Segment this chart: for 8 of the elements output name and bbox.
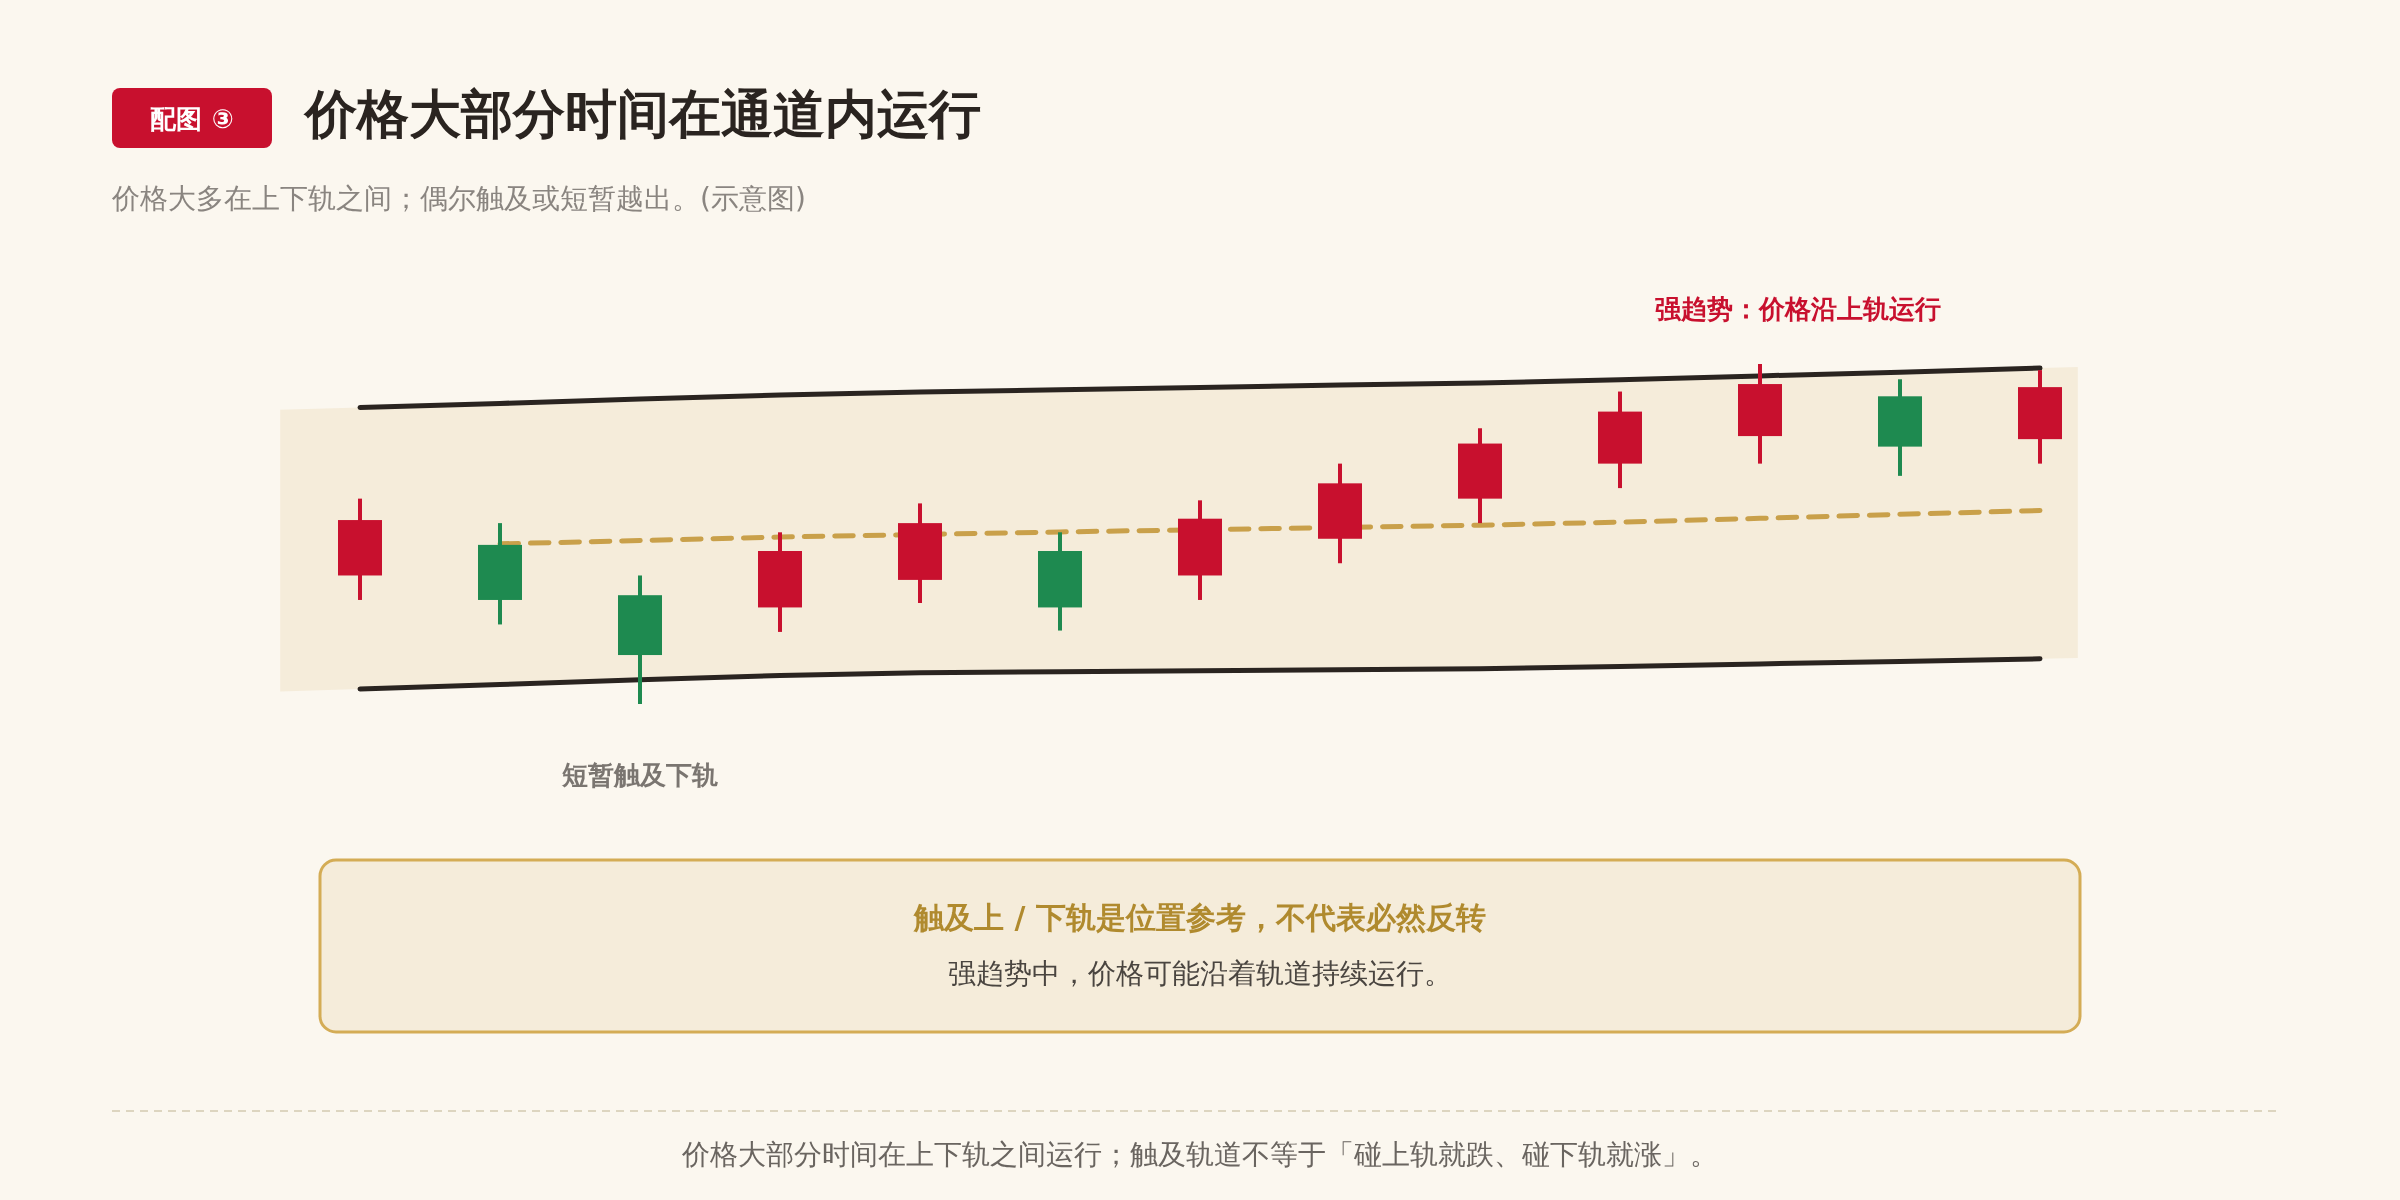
text: 触及上 / 下轨是位置参考，不代表必然反转: [913, 900, 1486, 935]
text: 强趋势中，价格可能沿着轨道持续运行。: [948, 957, 1452, 990]
text: 短暂触及下轨: [561, 760, 718, 790]
chart-title: 价格大部分时间在通道内运行: [303, 84, 981, 144]
text: 强趋势：价格沿上轨运行: [1655, 294, 1941, 324]
chart-subtitle: 价格大多在上下轨之间；偶尔触及或短暂越出。(示意图): [111, 182, 806, 215]
text: 配图 ③: [150, 104, 234, 134]
text: 价格大部分时间在上下轨之间运行；触及轨道不等于「碰上轨就跌、碰下轨就涨」。: [681, 1138, 1718, 1171]
